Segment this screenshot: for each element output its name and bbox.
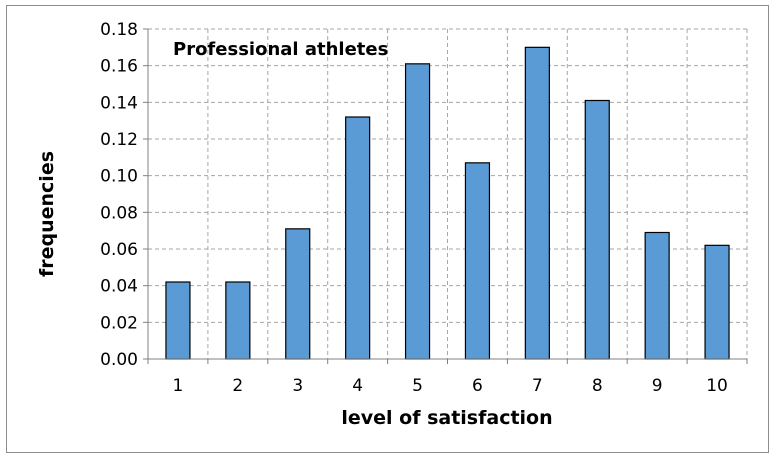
x-axis-title: level of satisfaction xyxy=(341,407,552,429)
bar-6 xyxy=(464,162,491,360)
y-tick-label: 0.06 xyxy=(100,240,138,260)
y-tick-label: 0.16 xyxy=(100,57,138,77)
x-tick-label: 2 xyxy=(232,376,243,396)
y-tick-label: 0.12 xyxy=(100,130,138,150)
y-tick-label: 0.04 xyxy=(100,277,138,297)
x-tick-label: 6 xyxy=(472,376,483,396)
x-tick-label: 3 xyxy=(292,376,303,396)
y-tick-label: 0.08 xyxy=(100,203,138,223)
bar-7 xyxy=(524,46,550,360)
x-tick-label: 7 xyxy=(532,376,543,396)
bars xyxy=(165,46,730,360)
x-tick-label: 5 xyxy=(412,376,423,396)
x-tick-label: 4 xyxy=(352,376,363,396)
x-tick-label: 8 xyxy=(592,376,603,396)
axes xyxy=(143,28,748,364)
bar-2 xyxy=(225,281,251,360)
x-tick-label: 9 xyxy=(652,376,663,396)
x-tick-labels: 1 2 3 4 5 6 7 8 9 10 xyxy=(173,376,728,396)
y-tick-label: 0.18 xyxy=(100,20,138,40)
bar-3 xyxy=(285,228,311,360)
y-tick-label: 0.10 xyxy=(100,167,138,187)
bar-5 xyxy=(404,63,431,360)
bar-1 xyxy=(165,281,191,360)
bar-4 xyxy=(345,116,371,360)
y-tick-label: 0.02 xyxy=(100,313,138,333)
y-tick-label: 0.00 xyxy=(100,350,138,370)
bar-8 xyxy=(584,99,610,360)
bar-10 xyxy=(704,244,730,360)
y-tick-label: 0.14 xyxy=(100,93,138,113)
x-tick-label: 10 xyxy=(706,376,728,396)
bar-9 xyxy=(644,231,670,360)
y-axis-title: frequencies xyxy=(36,151,58,277)
chart-title: Professional athletes xyxy=(173,39,388,60)
y-tick-labels: 0.00 0.02 0.04 0.06 0.08 0.10 0.12 0.14 0.16 0.18 xyxy=(100,20,138,370)
x-tick-label: 1 xyxy=(173,376,184,396)
